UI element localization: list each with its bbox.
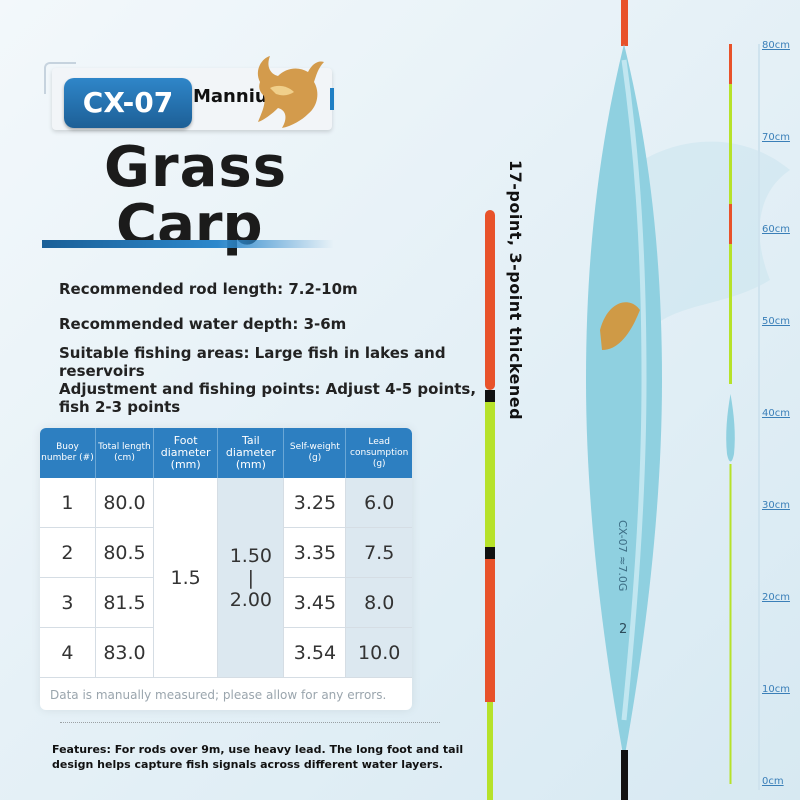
table-row: 1 80.0 1.5 1.50 | 2.00 3.25 6.0 xyxy=(40,478,412,678)
tail-sep: | xyxy=(247,566,255,589)
table-row: 4 83.0 3.54 10.0 xyxy=(40,627,412,678)
cell-buoy: 3 xyxy=(40,577,96,628)
table-row: 3 81.5 3.45 8.0 xyxy=(40,577,412,628)
title-line-2: Carp xyxy=(116,193,263,258)
scale-label: 10cm xyxy=(762,684,790,695)
cell-foot: 1.5 xyxy=(153,478,219,678)
header-foot: Foot diameter (mm) xyxy=(153,428,219,478)
cell-buoy: 1 xyxy=(40,478,96,528)
table-row: 2 80.5 3.35 7.5 xyxy=(40,527,412,578)
tail-top: 1.50 xyxy=(229,544,272,567)
scale-label: 40cm xyxy=(762,408,790,419)
scale-ruler xyxy=(758,44,760,790)
cell-lead: 7.5 xyxy=(345,527,412,578)
tail-bottom: 2.00 xyxy=(229,588,272,611)
scale-label: 70cm xyxy=(762,132,790,143)
spec-rod-length: Recommended rod length: 7.2-10m xyxy=(59,280,358,298)
cell-weight: 3.45 xyxy=(283,577,347,628)
header-weight: Self-weight (g) xyxy=(283,428,347,478)
cell-lead: 10.0 xyxy=(345,627,412,678)
cell-length: 80.5 xyxy=(95,527,155,578)
scale-label: 60cm xyxy=(762,224,790,235)
float-body xyxy=(586,0,662,800)
spec-adjustment: Adjustment and fishing points: Adjust 4-… xyxy=(59,380,477,416)
spec-water-depth: Recommended water depth: 3-6m xyxy=(59,315,347,333)
cell-weight: 3.25 xyxy=(283,478,347,528)
divider xyxy=(60,722,440,725)
float-number: 2 xyxy=(619,622,628,637)
cell-lead: 8.0 xyxy=(345,577,412,628)
cell-weight: 3.35 xyxy=(283,527,347,578)
table-footnote: Data is manually measured; please allow … xyxy=(50,688,387,702)
model-code: CX-07 xyxy=(82,86,174,119)
float-tail-closeup xyxy=(485,210,495,800)
title-underline xyxy=(42,240,334,248)
cell-buoy: 2 xyxy=(40,527,96,578)
cell-lead: 6.0 xyxy=(345,478,412,528)
cell-length: 80.0 xyxy=(95,478,155,528)
brand-name: Manniu xyxy=(193,86,268,107)
header-lead: Lead consumption (g) xyxy=(345,428,412,478)
corner-fold xyxy=(44,62,76,94)
scale-label: 30cm xyxy=(762,500,790,511)
spec-fishing-areas: Suitable fishing areas: Large fish in la… xyxy=(59,344,446,380)
features-text: Features: For rods over 9m, use heavy le… xyxy=(52,743,464,771)
header-tail: Tail diameter (mm) xyxy=(217,428,285,478)
cell-weight: 3.54 xyxy=(283,627,347,678)
scale-label: 20cm xyxy=(762,592,790,603)
header-length: Total length (cm) xyxy=(95,428,155,478)
cell-length: 83.0 xyxy=(95,627,155,678)
cell-length: 81.5 xyxy=(95,577,155,628)
float-full-view xyxy=(726,44,735,784)
title-line-1: Grass xyxy=(104,135,288,200)
spec-table: Buoy number (#) Total length (cm) Foot d… xyxy=(40,428,412,710)
model-badge xyxy=(64,78,192,128)
header-buoy: Buoy number (#) xyxy=(40,428,96,478)
vertical-caption: 17-point, 3-point thickened xyxy=(506,160,525,421)
scale-label: 0cm xyxy=(762,776,784,787)
scale-label: 80cm xyxy=(762,40,790,51)
cell-buoy: 4 xyxy=(40,627,96,678)
cell-tail: 1.50 | 2.00 xyxy=(217,478,285,678)
float-label: CX-07 ≈7.0G xyxy=(616,520,629,592)
bull-logo-icon xyxy=(257,56,324,128)
scale-label: 50cm xyxy=(762,316,790,327)
